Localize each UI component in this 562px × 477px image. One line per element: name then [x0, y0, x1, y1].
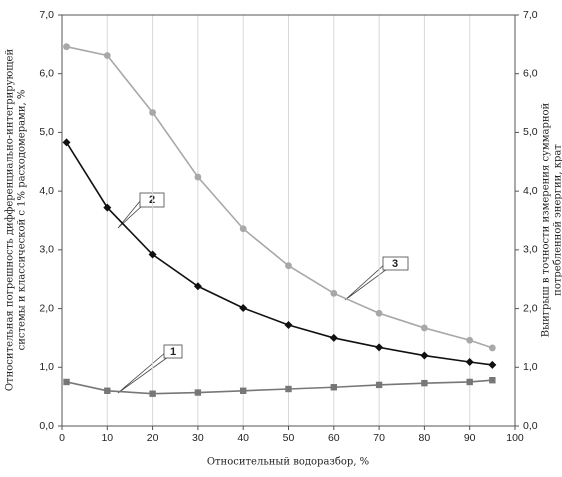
- leader-line: [345, 264, 387, 300]
- marker: [421, 380, 427, 386]
- y2-tick-label: 3,0: [523, 244, 538, 256]
- y-tick-label: 7,0: [39, 9, 54, 21]
- y2-tick-label: 7,0: [523, 9, 538, 21]
- y-axis-title: Относительная погрешность дифференциальн…: [5, 49, 16, 392]
- marker: [63, 379, 69, 385]
- x-tick-label: 90: [464, 432, 476, 444]
- marker: [420, 352, 428, 360]
- y2-tick-label: 0,0: [523, 420, 538, 432]
- marker: [104, 388, 110, 394]
- y-tick-label: 6,0: [39, 67, 54, 79]
- y-tick-label: 4,0: [39, 185, 54, 197]
- x-tick-label: 100: [506, 432, 524, 444]
- marker: [149, 109, 156, 116]
- y2-tick-label: 6,0: [523, 67, 538, 79]
- marker: [421, 325, 428, 332]
- y2-tick-label: 2,0: [523, 302, 538, 314]
- x-tick-label: 0: [59, 432, 65, 444]
- callout-label: 3: [392, 258, 398, 270]
- marker: [467, 379, 473, 385]
- marker: [63, 43, 70, 50]
- x-tick-label: 10: [101, 432, 113, 444]
- x-tick-label: 80: [419, 432, 431, 444]
- marker: [149, 391, 155, 397]
- marker: [331, 384, 337, 390]
- y-tick-label: 0,0: [39, 420, 54, 432]
- marker: [330, 290, 337, 297]
- marker: [466, 337, 473, 344]
- marker: [195, 174, 202, 181]
- y2-tick-label: 5,0: [523, 126, 538, 138]
- y-axis-title: системы и классической с 1% расходомерам…: [17, 90, 28, 351]
- y-tick-label: 1,0: [39, 361, 54, 373]
- marker: [285, 386, 291, 392]
- x-tick-label: 40: [237, 432, 249, 444]
- marker: [489, 345, 496, 352]
- y2-tick-label: 4,0: [523, 185, 538, 197]
- marker: [63, 138, 71, 146]
- callout-label: 2: [149, 194, 155, 206]
- x-tick-label: 70: [373, 432, 385, 444]
- marker: [375, 343, 383, 351]
- marker: [330, 334, 338, 342]
- marker: [488, 361, 496, 369]
- marker: [466, 358, 474, 366]
- x-axis-title: Относительный водоразбор, %: [207, 457, 369, 468]
- x-tick-label: 50: [283, 432, 295, 444]
- marker: [239, 304, 247, 312]
- series-line: [67, 142, 493, 365]
- y-tick-label: 2,0: [39, 302, 54, 314]
- marker: [195, 389, 201, 395]
- marker: [285, 321, 293, 329]
- callout-label: 1: [170, 346, 176, 358]
- leader-line: [118, 200, 143, 228]
- series-line: [67, 47, 493, 348]
- marker: [376, 310, 383, 317]
- marker: [285, 262, 292, 269]
- x-tick-label: 30: [192, 432, 204, 444]
- y-tick-label: 5,0: [39, 126, 54, 138]
- y-tick-label: 3,0: [39, 244, 54, 256]
- marker: [240, 225, 247, 232]
- y2-axis-title: потребленной энергии, крат: [553, 144, 562, 296]
- leader-line: [118, 352, 168, 393]
- marker: [104, 52, 111, 59]
- x-tick-label: 20: [147, 432, 159, 444]
- callouts: [118, 193, 408, 393]
- y2-tick-label: 1,0: [523, 361, 538, 373]
- marker: [489, 377, 495, 383]
- x-tick-label: 60: [328, 432, 340, 444]
- marker: [240, 388, 246, 394]
- marker: [376, 382, 382, 388]
- y2-axis-title: Выигрыш в точности измерения суммарной: [541, 102, 552, 337]
